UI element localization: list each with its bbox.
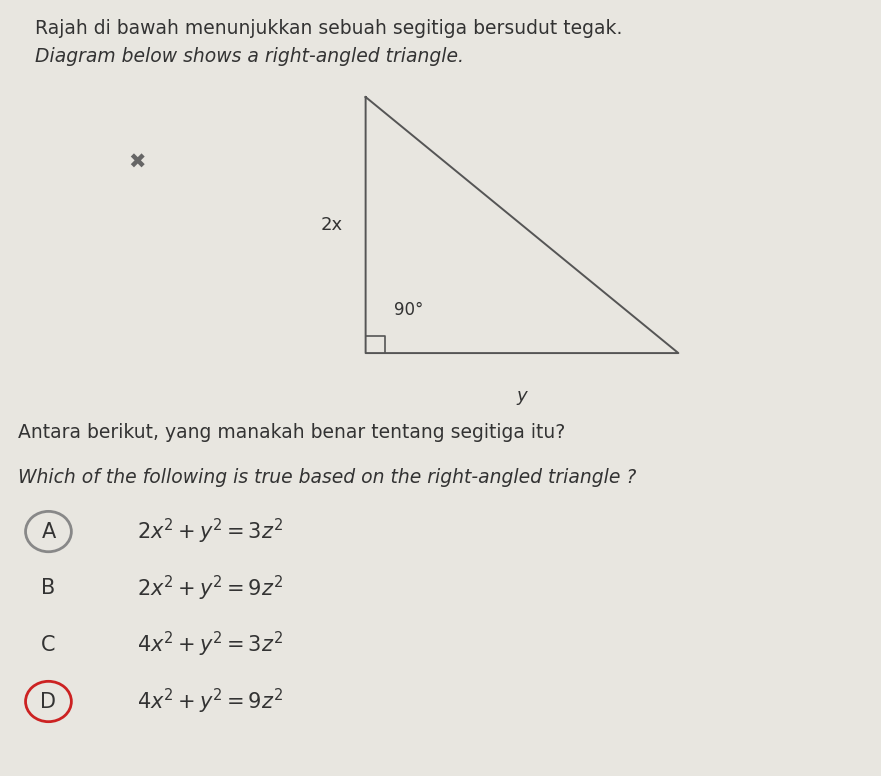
Text: D: D xyxy=(41,691,56,712)
Text: ✖: ✖ xyxy=(128,153,145,173)
Text: $4x^2 + y^2 = 9z^2$: $4x^2 + y^2 = 9z^2$ xyxy=(137,687,283,716)
Text: Diagram below shows a right-angled triangle.: Diagram below shows a right-angled trian… xyxy=(35,47,464,65)
Text: Antara berikut, yang manakah benar tentang segitiga itu?: Antara berikut, yang manakah benar tenta… xyxy=(18,423,565,442)
Text: A: A xyxy=(41,521,56,542)
Text: Which of the following is true based on the right-angled triangle ?: Which of the following is true based on … xyxy=(18,468,636,487)
Text: 2x: 2x xyxy=(321,216,344,234)
Text: 90°: 90° xyxy=(394,301,423,320)
Text: Rajah di bawah menunjukkan sebuah segitiga bersudut tegak.: Rajah di bawah menunjukkan sebuah segiti… xyxy=(35,19,623,38)
Text: C: C xyxy=(41,635,56,655)
Text: $4x^2 + y^2 = 3z^2$: $4x^2 + y^2 = 3z^2$ xyxy=(137,630,283,660)
Text: B: B xyxy=(41,578,56,598)
Text: y: y xyxy=(516,386,528,405)
Text: $2x^2 + y^2 = 9z^2$: $2x^2 + y^2 = 9z^2$ xyxy=(137,573,283,603)
Text: $2x^2 + y^2 = 3z^2$: $2x^2 + y^2 = 3z^2$ xyxy=(137,517,283,546)
